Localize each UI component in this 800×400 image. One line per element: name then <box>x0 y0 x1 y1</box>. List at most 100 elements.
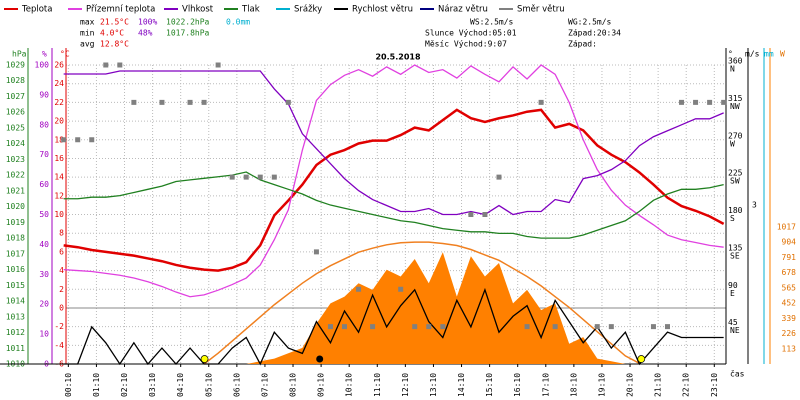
direction-point <box>398 286 404 292</box>
direction-tick-label: 135 <box>728 243 743 252</box>
x-axis-label: čas <box>730 369 745 379</box>
direction-point <box>243 174 249 180</box>
direction-point <box>327 324 333 330</box>
series-line <box>63 171 724 239</box>
wind-tick-label: 3 <box>752 200 757 209</box>
direction-point <box>496 174 502 180</box>
direction-tick-label: 270 <box>728 131 743 140</box>
x-tick-label: 18:10 <box>569 373 578 397</box>
direction-letter: N <box>730 65 735 74</box>
direction-point <box>594 324 600 330</box>
x-tick-label: 15:10 <box>485 373 494 397</box>
direction-point <box>552 324 558 330</box>
x-tick-label: 09:10 <box>317 373 326 397</box>
y-tick-label: 4 <box>59 266 64 275</box>
direction-letter: NW <box>730 102 740 111</box>
radiation-tick-label: 452 <box>782 299 797 308</box>
moon-mark <box>316 355 324 363</box>
pressure-tick-label: 1029 <box>6 61 25 70</box>
direction-point <box>229 174 235 180</box>
pressure-tick-label: 1028 <box>6 76 25 85</box>
direction-tick-label: 180 <box>728 206 743 215</box>
direction-point <box>285 99 291 105</box>
radiation-tick-label: 678 <box>782 268 797 277</box>
x-tick-label: 00:10 <box>64 373 73 397</box>
stat-text: avg <box>80 40 95 49</box>
pressure-tick-label: 1022 <box>6 171 25 180</box>
pressure-tick-label: 1021 <box>6 186 25 195</box>
direction-point <box>75 137 81 143</box>
direction-tick-label: 90 <box>728 281 738 290</box>
direction-point <box>693 99 699 105</box>
direction-point <box>89 137 95 143</box>
y-tick-label: 26 <box>54 61 64 70</box>
humidity-tick-label: 60 <box>39 180 49 189</box>
direction-point <box>707 99 713 105</box>
pressure-tick-label: 1020 <box>6 202 25 211</box>
humidity-tick-label: 10 <box>39 330 49 339</box>
direction-tick-label: 360 <box>728 57 743 66</box>
direction-point <box>482 212 488 217</box>
humidity-tick-label: 20 <box>39 300 49 309</box>
axis-unit-label: m/s <box>745 50 760 59</box>
direction-point <box>271 174 277 180</box>
direction-letter: SE <box>730 251 740 260</box>
direction-point <box>117 62 123 68</box>
direction-point <box>650 324 656 330</box>
sun-mark <box>637 355 646 363</box>
pressure-tick-label: 1011 <box>6 344 25 353</box>
direction-tick-label: 225 <box>728 169 743 178</box>
axis-unit-label: ° <box>728 50 733 59</box>
y-tick-label: 24 <box>54 79 64 88</box>
info-text: WS:2.5m/s <box>470 18 514 27</box>
y-tick-label: 18 <box>54 135 64 144</box>
direction-point <box>468 212 474 217</box>
radiation-tick-label: 339 <box>782 314 797 323</box>
pressure-tick-label: 1016 <box>6 265 25 274</box>
direction-letter: SW <box>730 177 740 186</box>
stat-text: 4.0°C <box>100 29 124 38</box>
direction-tick-label: 45 <box>728 318 738 327</box>
stat-text: 21.5°C <box>100 18 129 27</box>
x-tick-label: 23:10 <box>710 373 719 397</box>
pressure-tick-label: 1012 <box>6 328 25 337</box>
radiation-tick-label: 565 <box>782 283 797 292</box>
direction-point <box>201 99 207 105</box>
stat-text: 1022.2hPa <box>166 18 210 27</box>
radiation-tick-label: 904 <box>782 238 797 247</box>
x-tick-label: 16:10 <box>513 373 522 397</box>
legend-label: Rychlost větru <box>352 5 413 15</box>
direction-point <box>356 286 362 292</box>
info-text: Měsíc Východ:9:07 <box>425 40 507 49</box>
stat-text: 12.8°C <box>100 40 129 49</box>
pressure-tick-label: 1018 <box>6 234 25 243</box>
direction-point <box>342 324 348 330</box>
stat-text: 100% <box>138 18 157 27</box>
direction-point <box>412 324 418 330</box>
y-tick-label: 0 <box>59 303 64 312</box>
chart-title: 20.5.2018 <box>375 53 420 62</box>
x-tick-label: 10:10 <box>345 373 354 397</box>
x-tick-label: 01:10 <box>92 373 101 397</box>
x-tick-label: 07:10 <box>260 373 269 397</box>
pressure-tick-label: 1015 <box>6 281 25 290</box>
pressure-tick-label: 1013 <box>6 312 25 321</box>
stat-text: min <box>80 29 95 38</box>
x-tick-label: 11:10 <box>373 373 382 397</box>
radiation-tick-label: 791 <box>782 253 797 262</box>
axis-unit-label: W <box>780 50 785 59</box>
x-tick-label: 03:10 <box>148 373 157 397</box>
humidity-tick-label: 100 <box>35 61 50 70</box>
pressure-tick-label: 1027 <box>6 92 25 101</box>
info-text: WG:2.5m/s <box>568 18 612 27</box>
direction-point <box>608 324 614 330</box>
direction-point <box>440 324 446 330</box>
direction-point <box>257 174 263 180</box>
radiation-tick-label: 226 <box>782 329 797 338</box>
x-tick-label: 12:10 <box>401 373 410 397</box>
axis-unit-label: hPa <box>12 50 27 59</box>
x-tick-label: 04:10 <box>176 373 185 397</box>
direction-letter: NE <box>730 326 740 335</box>
direction-point <box>215 62 221 68</box>
radiation-tick-label: 113 <box>782 344 797 353</box>
